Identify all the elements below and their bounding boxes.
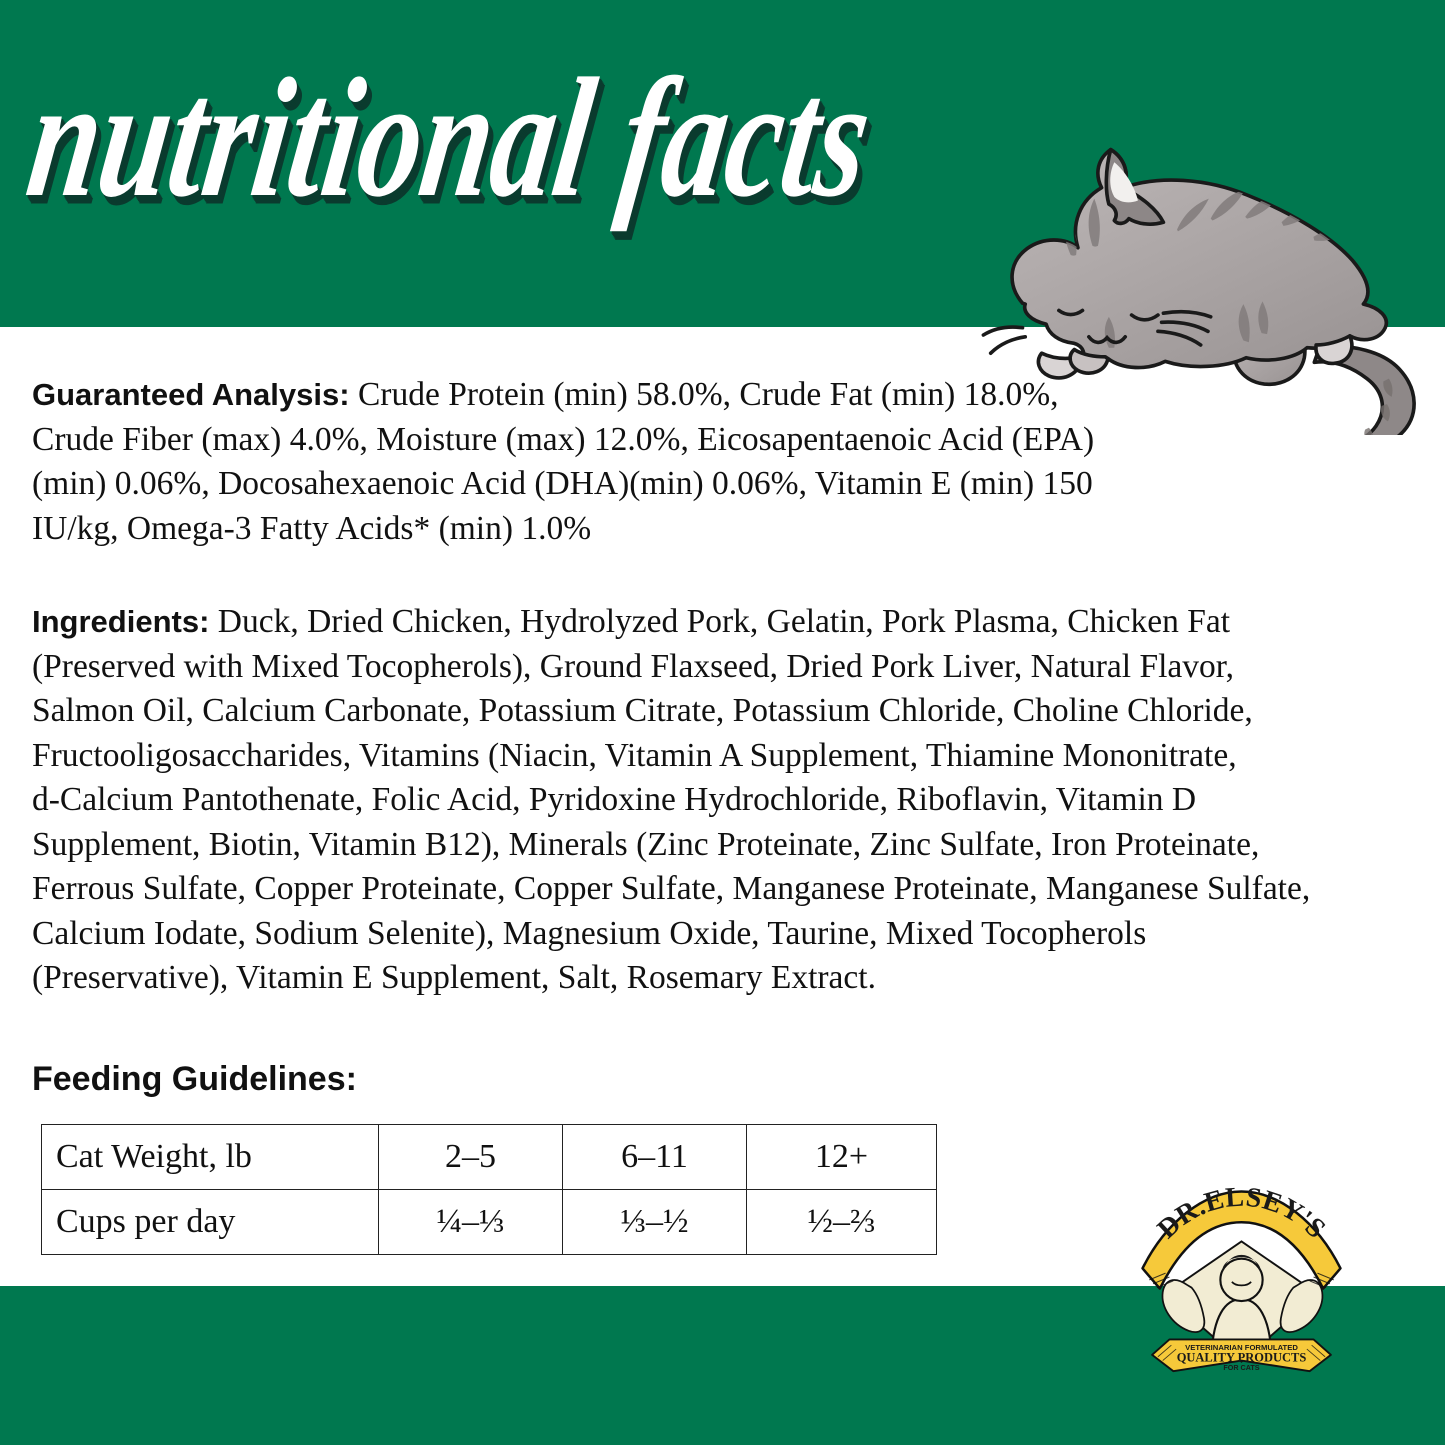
svg-text:FOR CATS: FOR CATS — [1223, 1363, 1259, 1372]
